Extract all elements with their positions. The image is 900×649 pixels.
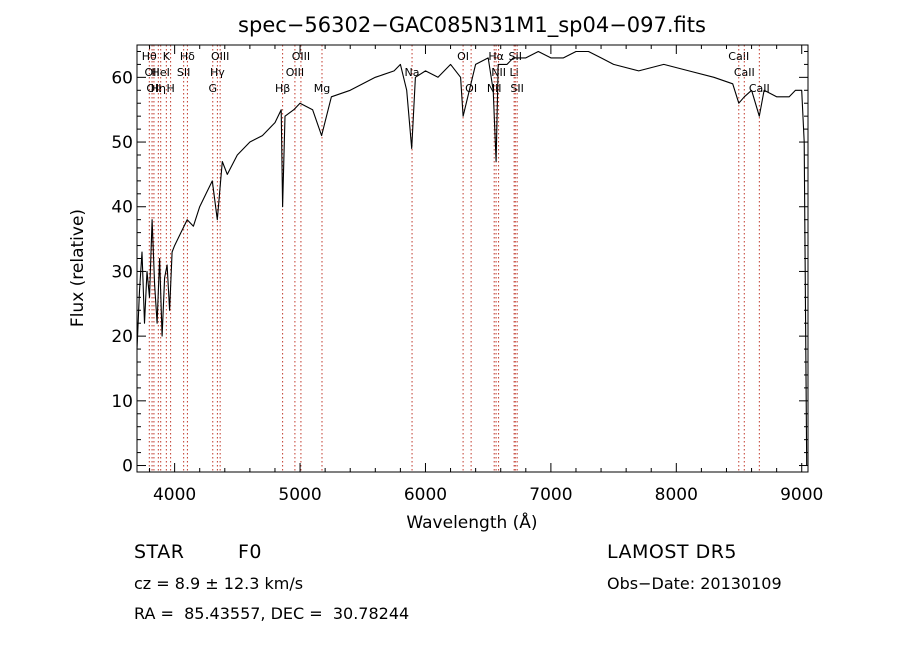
- spectral-line-label: Li: [510, 66, 519, 79]
- spectral-line-label: OII: [144, 66, 159, 79]
- spectral-line-label: Hδ: [180, 50, 195, 63]
- plot-frame: [136, 44, 809, 473]
- object-subclass: F0: [238, 541, 263, 563]
- x-axis-label: Wavelength (Å): [406, 511, 537, 533]
- chart-title: spec−56302−GAC085N31M1_sp04−097.fits: [238, 13, 706, 38]
- spectral-line-label: SII: [510, 82, 523, 95]
- spectral-line-label: SII: [177, 66, 190, 79]
- x-tick-label: 6000: [404, 485, 447, 505]
- spectral-line-label: H: [166, 82, 174, 95]
- spectral-line-label: CaII: [728, 50, 749, 63]
- spectral-line-label: Hγ: [210, 66, 225, 79]
- x-tick-label: 9000: [780, 485, 823, 505]
- spectral-line-label: K: [163, 50, 171, 63]
- y-tick-label: 20: [111, 327, 133, 347]
- spectral-line-label: Na: [405, 66, 420, 79]
- spectral-line-label: Hα: [488, 50, 504, 63]
- spectral-line-label: OIII: [292, 50, 310, 63]
- ra-dec-coordinates: RA = 85.43557, DEC = 30.78244: [134, 604, 410, 623]
- spectral-line-markers: HθOIIOIIHηHeIKHSIIHδGHγOIIIHβOIIIOIIIMgN…: [142, 45, 770, 472]
- y-axis-label: Flux (relative): [68, 209, 88, 327]
- spectral-line-label: CaII: [749, 82, 770, 95]
- spectral-line-label: OII: [146, 82, 161, 95]
- spectral-line-label: G: [208, 82, 217, 95]
- y-tick-label: 60: [111, 68, 133, 88]
- y-tick-label: 0: [122, 457, 133, 477]
- y-tick-label: 10: [111, 392, 133, 412]
- x-tick-label: 7000: [529, 485, 572, 505]
- spectral-line-label: Hβ: [275, 82, 290, 95]
- y-tick-label: 30: [111, 262, 133, 282]
- x-tick-label: 4000: [153, 485, 196, 505]
- spectral-line-label: NII: [491, 66, 506, 79]
- spectral-line-label: Hη: [151, 82, 166, 95]
- y-tick-label: 50: [111, 133, 133, 153]
- observation-date: Obs−Date: 20130109: [607, 574, 782, 593]
- x-tick-label: 5000: [278, 485, 321, 505]
- object-class: STAR: [134, 541, 185, 563]
- x-axis: 4000 5000 6000 7000 8000 9000: [149, 45, 823, 505]
- spectral-line-label: OIII: [211, 50, 229, 63]
- spectral-line-label: HeI: [152, 66, 170, 79]
- spectral-line-label: OIII: [286, 66, 304, 79]
- spectral-line-label: Mg: [314, 82, 330, 95]
- spectral-line-label: OI: [457, 50, 469, 63]
- spectral-line-label: Hθ: [142, 50, 157, 63]
- redshift-cz: cz = 8.9 ± 12.3 km/s: [134, 574, 304, 593]
- x-tick-label: 8000: [655, 485, 698, 505]
- spectral-line-label: OI: [465, 82, 477, 95]
- spectrum-series: [136, 50, 808, 466]
- y-axis: 0 10 20 30 40 50 60: [111, 50, 808, 477]
- spectral-line-label: NII: [487, 82, 502, 95]
- survey-name: LAMOST DR5: [607, 541, 737, 563]
- y-tick-label: 40: [111, 198, 133, 218]
- spectral-line-label: CaII: [734, 66, 755, 79]
- spectrum-line: [136, 50, 808, 466]
